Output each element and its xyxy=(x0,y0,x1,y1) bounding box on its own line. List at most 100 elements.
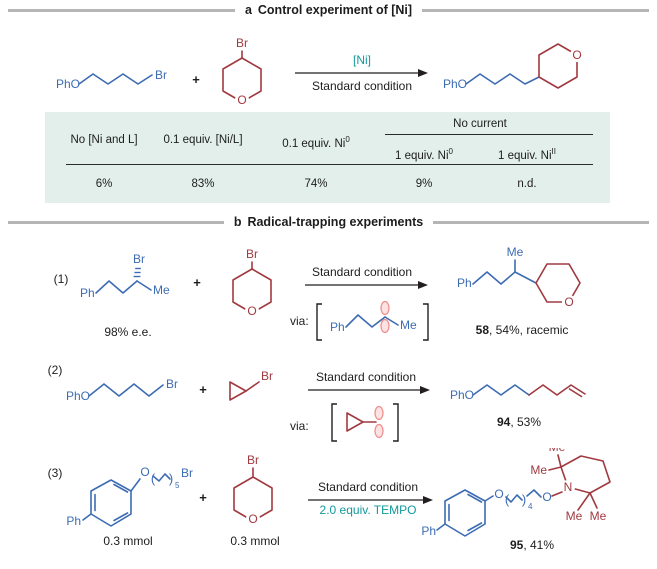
plus-sign: + xyxy=(193,275,201,290)
equation-number: (2) xyxy=(48,363,63,377)
paren-close: ) xyxy=(522,492,526,507)
table-header-1: No [Ni and L] xyxy=(70,134,138,146)
product-tempo-adduct: Ph O ( ) 4 O N Me Me Me Me 95, 41% xyxy=(421,448,611,552)
atom-label-pho: PhO xyxy=(450,388,474,402)
repeat-subscript: 5 xyxy=(175,481,180,490)
panel-a-title: a Control experiment of [Ni] xyxy=(244,3,413,17)
plus-sign: + xyxy=(192,72,200,87)
reactant-phenoxybutyl-bromide: PhO Br xyxy=(56,68,167,91)
atom-label-ph: Ph xyxy=(80,286,95,300)
reactant-cyclopropylmethyl-bromide: Br xyxy=(229,369,273,401)
bond xyxy=(130,478,141,492)
bracket-left xyxy=(331,403,337,442)
atom-label-br: Br xyxy=(181,466,193,480)
atom-label-ph: Ph xyxy=(66,514,81,528)
bond xyxy=(384,316,399,326)
arrow-head xyxy=(418,69,428,77)
label-mask xyxy=(561,480,575,494)
label-mask xyxy=(562,295,576,309)
bond xyxy=(577,492,591,511)
panel-b-tag: b xyxy=(233,215,242,229)
bond-chain xyxy=(152,473,171,482)
condition-label: Standard condition xyxy=(312,265,412,279)
equation-number: (1) xyxy=(54,272,69,286)
divider-line xyxy=(422,8,649,12)
divider-line xyxy=(8,220,224,224)
atom-label-br: Br xyxy=(155,68,167,82)
tempo-label: 2.0 equiv. TEMPO xyxy=(320,503,417,517)
atom-label-br: Br xyxy=(246,247,258,261)
table-header-2: 0.1 equiv. [Ni/L] xyxy=(163,134,243,146)
label-mask xyxy=(570,48,584,62)
atom-label-me: Me xyxy=(153,283,170,297)
ring xyxy=(229,381,247,401)
product-structure: PhO O xyxy=(443,43,584,91)
double-bond xyxy=(113,512,129,522)
atom-label-o: O xyxy=(494,487,503,501)
arrow-head xyxy=(418,281,428,289)
panel-a-tag: a xyxy=(244,3,252,17)
ring xyxy=(90,479,132,527)
divider-line xyxy=(8,8,235,12)
bond-chain xyxy=(528,384,586,396)
product-structure: PhO 94, 53% xyxy=(450,384,586,429)
paren-open: ( xyxy=(151,471,156,486)
label-mask xyxy=(245,304,259,318)
bracket-right xyxy=(423,303,429,341)
amount-label: 0.3 mmol xyxy=(230,534,279,548)
ring xyxy=(346,412,364,432)
bond-chain xyxy=(88,383,164,397)
bond xyxy=(551,491,563,497)
atom-label-me: Me xyxy=(530,463,547,477)
bond-chain xyxy=(465,73,540,85)
bond xyxy=(136,280,152,291)
arrow-head xyxy=(423,496,433,504)
condition-label: Standard condition xyxy=(312,79,412,93)
reactant-bromo-tetrahydropyran: Br O 0.3 mmol xyxy=(230,453,279,548)
atom-label-me: Me xyxy=(549,448,566,454)
condition-label: Standard condition xyxy=(316,370,416,384)
atom-label-pho: PhO xyxy=(66,389,90,403)
radical-trap-row-1: (1) Ph Br Me 98% e.e. + Br O Standard co… xyxy=(54,245,581,341)
reaction-arrow: [Ni] Standard condition xyxy=(295,53,428,93)
ring xyxy=(538,43,578,89)
reaction-arrow: Standard condition xyxy=(305,265,428,289)
table-header-5: 1 equiv. NiII xyxy=(498,147,556,162)
bond xyxy=(548,466,562,471)
radical-orbital-icon xyxy=(380,300,390,316)
atom-label-o: O xyxy=(247,304,256,318)
table-group-header: No current xyxy=(453,118,507,130)
radical-orbital-icon xyxy=(380,318,390,334)
label-mask xyxy=(235,93,249,107)
atom-label-me: Me xyxy=(507,245,524,259)
reactant-secondary-bromide: Ph Br Me 98% e.e. xyxy=(80,252,170,339)
atom-label-me: Me xyxy=(590,509,607,523)
bracket-left xyxy=(316,303,322,341)
radical-orbital-icon xyxy=(374,405,384,421)
bond-chain xyxy=(472,271,537,285)
atom-label-o: O xyxy=(572,48,581,62)
plus-sign: + xyxy=(199,382,207,397)
repeat-subscript: 4 xyxy=(528,502,533,511)
atom-label-me: Me xyxy=(566,509,583,523)
product-structure: Ph Me O 58, 54%, racemic xyxy=(457,245,581,337)
bracket-right xyxy=(393,403,399,442)
bond xyxy=(484,495,494,502)
radical-intermediate: Ph Me xyxy=(316,300,429,341)
reaction-arrow: Standard condition 2.0 equiv. TEMPO xyxy=(308,480,433,517)
product-caption: 94, 53% xyxy=(497,415,541,429)
bond-chain xyxy=(78,73,153,85)
catalyst-label: [Ni] xyxy=(353,53,371,67)
arrow-head xyxy=(420,386,430,394)
panel-b-title: b Radical-trapping experiments xyxy=(233,215,424,229)
via-label: via: xyxy=(290,314,309,328)
ring xyxy=(444,489,486,537)
bond xyxy=(557,454,562,468)
bond xyxy=(589,492,598,509)
table-header-4: 1 equiv. Ni0 xyxy=(395,147,453,162)
paren-close: ) xyxy=(169,471,173,486)
table-value-2: 83% xyxy=(191,178,215,190)
reactant-bromo-tetrahydropyran: Br O xyxy=(222,36,262,107)
reaction-arrow: Standard condition xyxy=(308,370,430,394)
reactant-phenoxybutyl-bromide: PhO Br xyxy=(66,377,178,403)
